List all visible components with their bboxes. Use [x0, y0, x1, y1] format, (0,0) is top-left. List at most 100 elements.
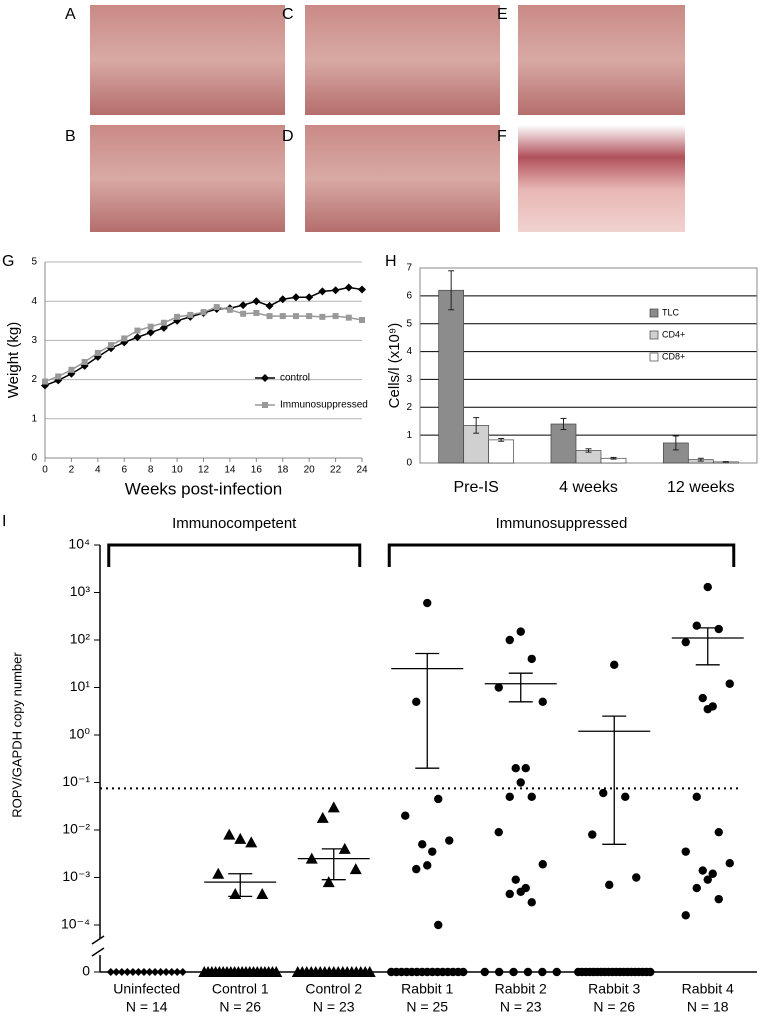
- y-tick-label: 3: [406, 374, 412, 385]
- point: [279, 313, 286, 320]
- point: [714, 827, 723, 837]
- y-tick-label: 1: [31, 413, 37, 424]
- point: [725, 859, 734, 868]
- x-tick-label: Control 1: [212, 981, 269, 997]
- point: [681, 911, 690, 920]
- axis-break: [91, 935, 105, 945]
- photo: [305, 125, 500, 232]
- point: [505, 635, 514, 645]
- y-tick-label: 10⁻⁴: [61, 916, 90, 932]
- point: [511, 875, 520, 884]
- y-tick-label: 2: [406, 402, 412, 413]
- point: [698, 693, 707, 703]
- point: [401, 811, 410, 820]
- point: [226, 306, 233, 313]
- point: [344, 283, 353, 292]
- point: [134, 327, 141, 334]
- point: [681, 847, 690, 856]
- y-tick-label: 10⁻²: [62, 821, 90, 837]
- x-tick-label: Control 2: [305, 981, 362, 997]
- point: [162, 968, 171, 976]
- y-axis-label: Cells/l (x10⁹): [386, 323, 403, 409]
- point: [681, 637, 690, 647]
- point: [703, 582, 712, 592]
- point: [145, 968, 154, 976]
- point: [423, 598, 432, 608]
- bar: [488, 439, 515, 464]
- point: [610, 660, 619, 670]
- point: [305, 293, 314, 302]
- y-tick-label: 10⁴: [68, 536, 90, 552]
- point: [516, 887, 525, 896]
- x-tick-label: Uninfected: [113, 981, 180, 997]
- x-tick-label: 10: [172, 465, 184, 476]
- n-label: N = 14: [126, 999, 168, 1015]
- point: [434, 920, 443, 930]
- point: [692, 883, 701, 893]
- panel-label: I: [2, 513, 6, 530]
- point: [229, 887, 242, 899]
- legend-marker: [262, 402, 268, 408]
- panel-label: B: [65, 128, 76, 145]
- photo: [305, 5, 500, 115]
- point: [159, 323, 168, 332]
- x-tick-label: 24: [356, 465, 368, 476]
- point: [147, 323, 154, 330]
- point: [538, 860, 547, 869]
- point: [266, 313, 273, 320]
- point: [459, 967, 468, 977]
- point: [494, 967, 504, 977]
- point: [270, 966, 283, 977]
- point: [714, 624, 723, 634]
- y-tick-label: 0: [31, 453, 37, 464]
- point: [316, 811, 329, 823]
- point: [428, 847, 437, 856]
- point: [55, 373, 62, 380]
- point: [527, 654, 536, 664]
- point: [359, 317, 365, 324]
- point: [412, 697, 421, 706]
- x-tick-label: 22: [330, 465, 342, 476]
- axis-break: [91, 947, 105, 957]
- point: [128, 968, 137, 976]
- bar: [438, 289, 465, 464]
- point: [521, 764, 530, 773]
- point: [332, 313, 339, 320]
- x-tick-label: 12: [198, 465, 210, 476]
- point: [123, 968, 132, 976]
- panel-label: E: [497, 6, 508, 23]
- point: [240, 310, 247, 317]
- point: [527, 898, 536, 907]
- point: [692, 792, 701, 801]
- point: [523, 967, 533, 977]
- point: [252, 297, 261, 306]
- point: [418, 840, 427, 849]
- point: [318, 287, 327, 296]
- y-tick-label: 2: [31, 374, 37, 385]
- point: [117, 968, 126, 976]
- point: [134, 968, 143, 976]
- series-line: [44, 286, 363, 387]
- y-tick-label: 10³: [70, 583, 91, 599]
- legend-swatch: [649, 330, 659, 340]
- point: [265, 301, 274, 310]
- point: [538, 697, 547, 706]
- legend-label: CD8+: [662, 351, 685, 361]
- point: [509, 967, 518, 977]
- x-tick-label: 4 weeks: [559, 479, 618, 496]
- series-line: [44, 306, 363, 383]
- n-label: N = 18: [687, 999, 729, 1015]
- point: [139, 968, 148, 976]
- point: [646, 967, 655, 977]
- point: [698, 866, 707, 875]
- point: [106, 968, 115, 976]
- point: [212, 867, 225, 879]
- point: [621, 792, 630, 801]
- point: [434, 794, 443, 804]
- point: [133, 333, 142, 342]
- point: [108, 342, 115, 349]
- point: [345, 314, 352, 321]
- point: [588, 830, 597, 839]
- legend-label: TLC: [662, 307, 680, 317]
